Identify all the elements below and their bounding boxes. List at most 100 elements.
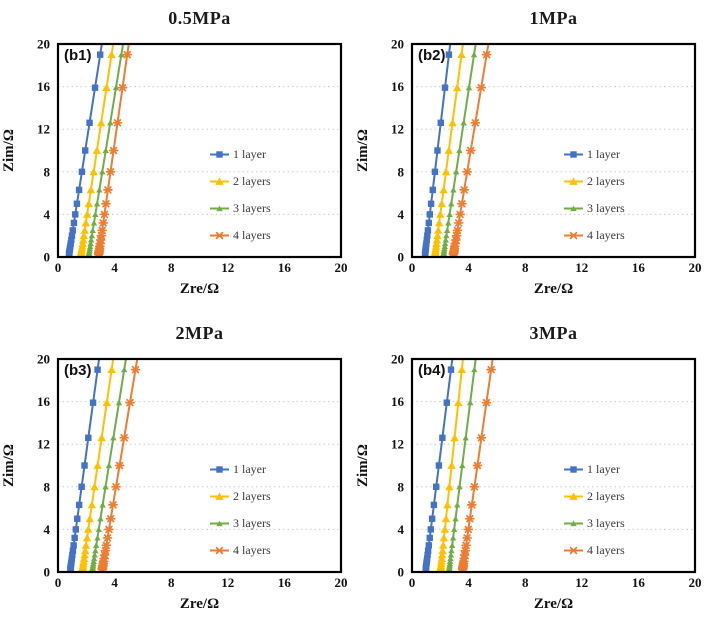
chart-title: 0.5MPa bbox=[168, 8, 231, 28]
triangle-marker-icon bbox=[210, 492, 229, 500]
legend-item-2: 2 layers bbox=[210, 168, 271, 195]
x-axis-label: Zre/Ω bbox=[179, 596, 220, 612]
chart-panel-b3: 2MPa 0 4 8 12 16 20 0 4 8 12 16 20 (b3) Zim/Ω Zre/Ω… bbox=[0, 315, 354, 629]
legend-item-4: 4 layers bbox=[210, 537, 271, 564]
triangle-marker-icon bbox=[210, 177, 229, 185]
svg-text:0: 0 bbox=[398, 250, 405, 265]
svg-text:20: 20 bbox=[37, 37, 50, 52]
svg-text:12: 12 bbox=[221, 260, 234, 275]
asterisk-marker-icon bbox=[210, 231, 229, 240]
legend-label: 1 layer bbox=[233, 462, 266, 476]
legend-item-3: 3 layers bbox=[564, 510, 625, 537]
chart-panel-b2: 1MPa 0 4 8 12 16 20 0 4 8 12 16 20 (b2) Zim/Ω Zre/Ω… bbox=[354, 0, 708, 314]
x-axis-label: Zre/Ω bbox=[179, 281, 220, 297]
legend-item-4: 4 layers bbox=[564, 537, 625, 564]
legend-item-3: 3 layers bbox=[210, 510, 271, 537]
nyquist-plot-b2: 0 4 8 12 16 20 0 4 8 12 16 20 bbox=[391, 37, 702, 276]
nyquist-plot-b4: 0 4 8 12 16 20 0 4 8 12 16 20 bbox=[391, 352, 702, 591]
panel-label: (b1) bbox=[64, 47, 92, 64]
triangle-marker-icon bbox=[564, 177, 583, 185]
svg-text:4: 4 bbox=[44, 207, 51, 222]
y-axis-label: Zim/Ω bbox=[1, 129, 17, 172]
legend-item-4: 4 layers bbox=[564, 222, 625, 249]
legend-label: 2 layers bbox=[587, 489, 625, 503]
legend-label: 4 layers bbox=[587, 228, 625, 242]
legend-label: 3 layers bbox=[587, 516, 625, 530]
legend-item-2: 2 layers bbox=[210, 483, 271, 510]
chart-title: 2MPa bbox=[175, 323, 224, 343]
svg-text:16: 16 bbox=[391, 79, 405, 94]
legend: 1 layer 2 layers 3 layers 4 layers bbox=[564, 456, 625, 564]
svg-text:20: 20 bbox=[689, 260, 702, 275]
square-marker-icon bbox=[210, 151, 229, 158]
svg-text:0: 0 bbox=[409, 575, 416, 590]
svg-text:20: 20 bbox=[335, 575, 348, 590]
triangle-small-marker-icon bbox=[210, 520, 229, 527]
svg-text:16: 16 bbox=[37, 79, 51, 94]
legend-item-1: 1 layer bbox=[564, 456, 625, 483]
asterisk-marker-icon bbox=[564, 231, 583, 240]
svg-text:12: 12 bbox=[391, 122, 404, 137]
triangle-small-marker-icon bbox=[564, 205, 583, 212]
svg-text:20: 20 bbox=[37, 352, 50, 367]
legend-item-1: 1 layer bbox=[210, 456, 271, 483]
legend: 1 layer 2 layers 3 layers 4 layers bbox=[564, 141, 625, 249]
legend-label: 3 layers bbox=[587, 201, 625, 215]
svg-text:8: 8 bbox=[44, 164, 51, 179]
svg-text:12: 12 bbox=[391, 437, 404, 452]
svg-text:8: 8 bbox=[398, 164, 405, 179]
svg-text:0: 0 bbox=[55, 575, 62, 590]
svg-text:16: 16 bbox=[278, 260, 292, 275]
x-axis-label: Zre/Ω bbox=[533, 596, 574, 612]
legend-label: 1 layer bbox=[587, 147, 620, 161]
svg-text:4: 4 bbox=[111, 575, 118, 590]
legend-item-2: 2 layers bbox=[564, 168, 625, 195]
asterisk-marker-icon bbox=[210, 546, 229, 555]
legend-label: 2 layers bbox=[233, 489, 271, 503]
svg-text:4: 4 bbox=[465, 260, 472, 275]
svg-text:20: 20 bbox=[335, 260, 348, 275]
svg-text:20: 20 bbox=[689, 575, 702, 590]
legend-label: 4 layers bbox=[587, 543, 625, 557]
svg-text:16: 16 bbox=[632, 260, 646, 275]
svg-text:4: 4 bbox=[465, 575, 472, 590]
svg-text:12: 12 bbox=[575, 575, 588, 590]
svg-text:16: 16 bbox=[391, 394, 405, 409]
legend-label: 3 layers bbox=[233, 516, 271, 530]
svg-text:8: 8 bbox=[522, 575, 529, 590]
svg-text:0: 0 bbox=[44, 250, 51, 265]
svg-text:16: 16 bbox=[37, 394, 51, 409]
x-axis-label: Zre/Ω bbox=[533, 281, 574, 297]
legend-label: 1 layer bbox=[233, 147, 266, 161]
svg-text:4: 4 bbox=[398, 522, 405, 537]
svg-text:20: 20 bbox=[391, 352, 404, 367]
triangle-small-marker-icon bbox=[210, 205, 229, 212]
legend-item-1: 1 layer bbox=[210, 141, 271, 168]
panel-label: (b2) bbox=[418, 47, 446, 64]
chart-title: 1MPa bbox=[529, 8, 578, 28]
svg-text:4: 4 bbox=[398, 207, 405, 222]
svg-text:8: 8 bbox=[522, 260, 529, 275]
chart-panel-b1: 0.5MPa 0 4 8 12 16 20 0 4 8 12 16 20 (b1) Zim/Ω Zre… bbox=[0, 0, 354, 314]
chart-panel-b4: 3MPa 0 4 8 12 16 20 0 4 8 12 16 20 (b4) Zim/Ω Zre/Ω… bbox=[354, 315, 708, 629]
panel-label: (b3) bbox=[64, 362, 92, 379]
legend-label: 4 layers bbox=[233, 228, 271, 242]
square-marker-icon bbox=[210, 466, 229, 473]
legend-label: 3 layers bbox=[233, 201, 271, 215]
svg-text:8: 8 bbox=[398, 479, 405, 494]
legend-item-2: 2 layers bbox=[564, 483, 625, 510]
svg-text:0: 0 bbox=[409, 260, 416, 275]
nyquist-plot-b1: 0 4 8 12 16 20 0 4 8 12 16 20 bbox=[37, 37, 348, 276]
svg-text:12: 12 bbox=[575, 260, 588, 275]
y-axis-label: Zim/Ω bbox=[355, 444, 371, 487]
legend-item-3: 3 layers bbox=[210, 195, 271, 222]
svg-text:12: 12 bbox=[221, 575, 234, 590]
legend: 1 layer 2 layers 3 layers 4 layers bbox=[210, 141, 271, 249]
legend-label: 4 layers bbox=[233, 543, 271, 557]
svg-text:12: 12 bbox=[37, 437, 50, 452]
svg-text:8: 8 bbox=[168, 260, 175, 275]
triangle-marker-icon bbox=[564, 492, 583, 500]
chart-title: 3MPa bbox=[529, 323, 578, 343]
asterisk-marker-icon bbox=[564, 546, 583, 555]
